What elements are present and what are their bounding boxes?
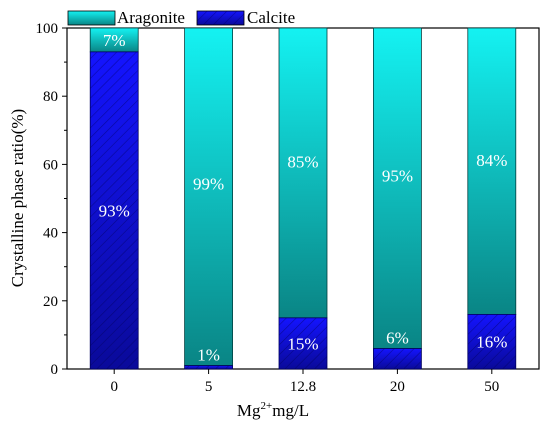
x-tick-label-50: 50 <box>484 379 499 395</box>
data-label-calcite-5: 1% <box>197 346 220 365</box>
legend-label-aragonite: Aragonite <box>117 8 185 27</box>
bar-calcite-hatch-5 <box>184 365 233 369</box>
y-tick-label-0: 0 <box>51 362 59 378</box>
bar-calcite-hatch-20 <box>373 348 422 369</box>
bars-layer <box>89 27 517 370</box>
data-labels-layer: 93% 7% 1% 99% 15% 85% 6% 95% 16% 84% <box>99 31 508 365</box>
data-label-aragonite-0: 7% <box>103 31 126 50</box>
x-axis-title: Mg2+mg/L <box>237 400 309 420</box>
data-label-aragonite-20: 95% <box>382 166 413 185</box>
bar-calcite-hatch-12.8 <box>279 317 327 369</box>
x-tick-label-5: 5 <box>205 379 213 395</box>
legend-swatch-calcite-hatch <box>197 11 244 25</box>
y-tick-label-80: 80 <box>43 89 58 105</box>
bar-calcite-hatch-50 <box>467 314 516 369</box>
bar-aragonite-12.8 <box>278 27 328 319</box>
x-axis-title-sup: 2+ <box>261 400 273 412</box>
y-tick-label-60: 60 <box>43 157 58 173</box>
bar-aragonite-5 <box>184 27 234 366</box>
data-label-calcite-20: 6% <box>386 329 409 348</box>
data-label-aragonite-5: 99% <box>193 174 224 193</box>
data-label-aragonite-12.8: 85% <box>287 152 318 171</box>
y-tick-label-100: 100 <box>36 21 59 37</box>
y-axis-title: Crystalline phase ratio(%) <box>8 109 27 287</box>
x-tick-label-12.8: 12.8 <box>290 379 316 395</box>
y-tick-label-20: 20 <box>43 294 58 310</box>
legend: Aragonite Calcite <box>67 8 295 27</box>
data-label-calcite-50: 16% <box>476 333 507 352</box>
legend-label-calcite: Calcite <box>247 8 295 27</box>
legend-swatch-aragonite <box>67 10 116 26</box>
data-label-aragonite-50: 84% <box>476 151 507 170</box>
data-label-calcite-0: 93% <box>99 201 130 220</box>
y-tick-label-40: 40 <box>43 226 58 242</box>
y-axis: 0 20 40 60 80 100 <box>36 21 67 378</box>
x-tick-label-0: 0 <box>110 379 118 395</box>
data-label-calcite-12.8: 15% <box>287 334 318 353</box>
bar-aragonite-20 <box>372 27 422 349</box>
x-axis-title-base: Mg <box>237 401 261 420</box>
bar-calcite-hatch-0 <box>90 51 139 370</box>
x-tick-label-20: 20 <box>390 379 405 395</box>
bar-aragonite-50 <box>467 27 517 315</box>
x-axis-title-tail: mg/L <box>272 401 309 420</box>
x-axis: 0 5 12.8 20 50 <box>110 369 499 395</box>
